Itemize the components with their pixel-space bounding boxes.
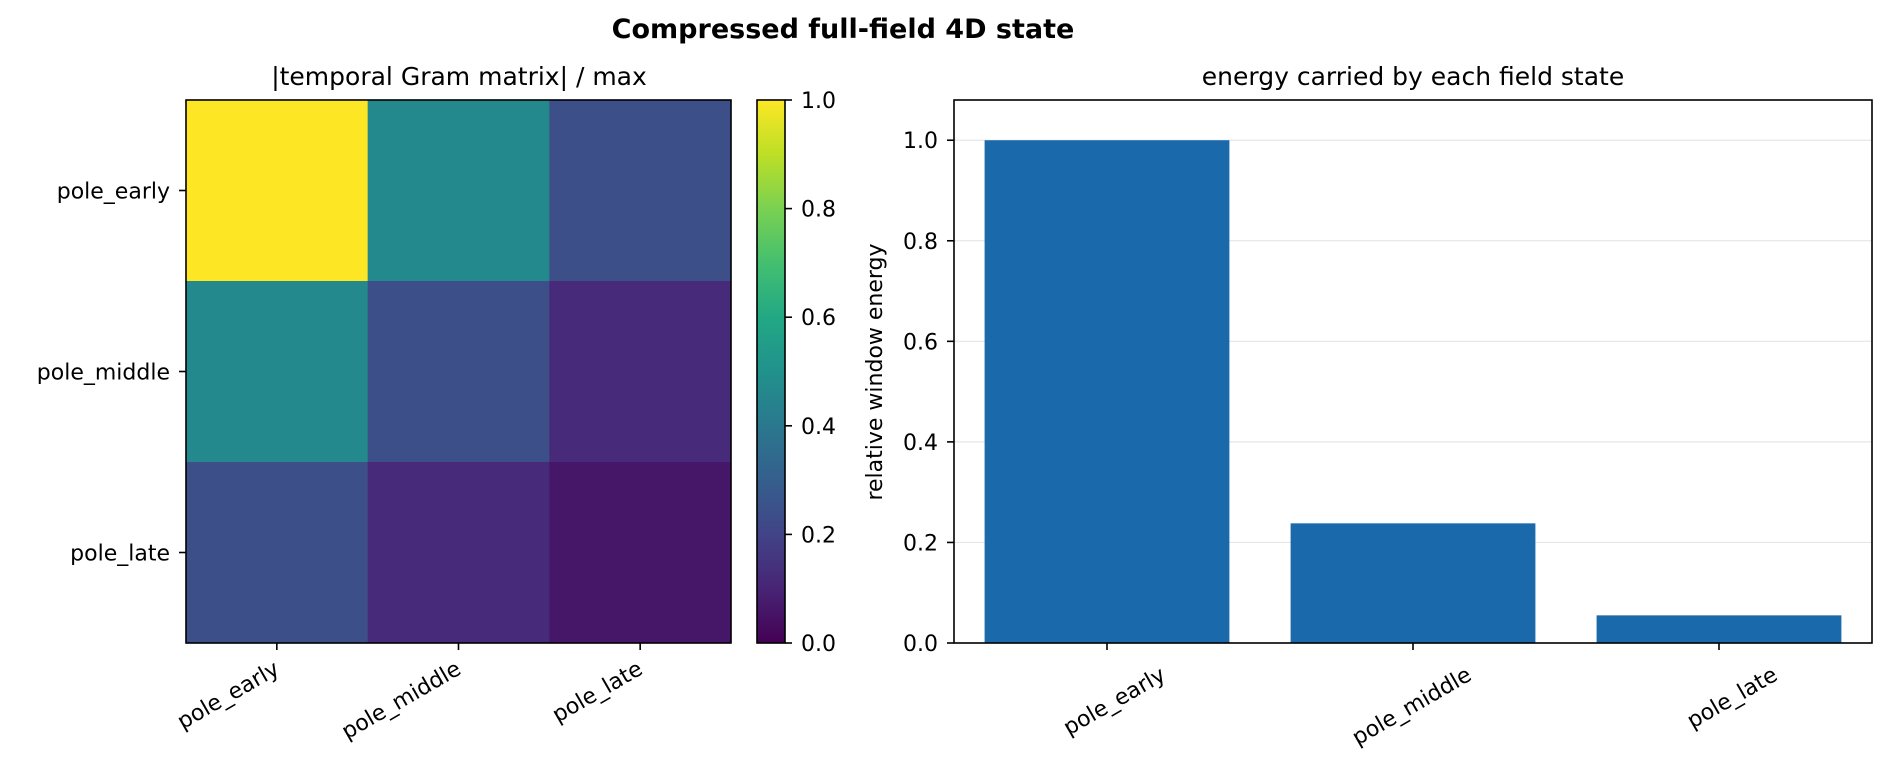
bar-x-tick-label: pole_early xyxy=(1059,663,1170,741)
colorbar-tick-label: 0.0 xyxy=(801,632,836,657)
heatmap-x-axis: pole_early pole_middle pole_late xyxy=(173,643,647,745)
heatmap-cell xyxy=(549,281,732,463)
bar-y-tick-label: 0.0 xyxy=(903,632,938,657)
bar-x-tick-label: pole_late xyxy=(1683,663,1782,735)
colorbar-tick-label: 0.6 xyxy=(801,306,836,331)
colorbar-ticks: 0.0 0.2 0.4 0.6 0.8 1.0 xyxy=(785,89,836,657)
figure-title: Compressed full-field 4D state xyxy=(612,14,1075,45)
heatmap-y-tick-label: pole_early xyxy=(57,180,170,205)
bar xyxy=(1596,615,1842,643)
heatmap-x-tick-label: pole_late xyxy=(548,657,647,729)
heatmap-cell xyxy=(549,462,732,644)
heatmap-cell xyxy=(367,100,550,282)
bar-y-tick-label: 0.8 xyxy=(903,230,938,255)
bar-y-tick-label: 0.4 xyxy=(903,431,938,456)
heatmap-cell xyxy=(186,100,369,282)
heatmap-y-axis: pole_early pole_middle pole_late xyxy=(37,180,186,567)
colorbar-gradient xyxy=(756,99,786,644)
bar-x-axis: pole_early pole_middle pole_late xyxy=(1059,643,1782,751)
heatmap-cell xyxy=(186,462,369,644)
bar xyxy=(984,140,1230,643)
bar-y-tick-label: 0.6 xyxy=(903,330,938,355)
heatmap-y-tick-label: pole_middle xyxy=(37,361,170,386)
bar-y-label: relative window energy xyxy=(863,243,888,500)
colorbar-tick-label: 1.0 xyxy=(801,89,836,114)
bar-x-tick-label: pole_middle xyxy=(1348,663,1476,751)
heatmap-cells xyxy=(186,100,732,644)
heatmap-cell xyxy=(367,281,550,463)
heatmap-x-tick-label: pole_early xyxy=(173,657,284,735)
heatmap-title: |temporal Gram matrix| / max xyxy=(271,62,647,91)
bar xyxy=(1290,523,1536,643)
heatmap-x-tick-label: pole_middle xyxy=(338,657,466,745)
heatmap-cell xyxy=(367,462,550,644)
bar-series xyxy=(984,140,1842,643)
heatmap-y-tick-label: pole_late xyxy=(70,542,170,567)
bar-y-tick-label: 0.2 xyxy=(903,531,938,556)
bar-y-tick-label: 1.0 xyxy=(903,129,938,154)
colorbar: 0.0 0.2 0.4 0.6 0.8 1.0 xyxy=(756,89,836,657)
heatmap-cell xyxy=(549,100,732,282)
heatmap-panel: |temporal Gram matrix| / max pole_earlyp… xyxy=(37,62,732,745)
bar-y-axis: 0.0 0.2 0.4 0.6 0.8 1.0 xyxy=(903,129,954,657)
bar-panel: energy carried by each field state 0.00.… xyxy=(863,62,1873,751)
colorbar-tick-label: 0.2 xyxy=(801,523,836,548)
bar-title: energy carried by each field state xyxy=(1202,62,1624,91)
heatmap-cell xyxy=(186,281,369,463)
colorbar-tick-label: 0.8 xyxy=(801,198,836,223)
colorbar-tick-label: 0.4 xyxy=(801,415,836,440)
